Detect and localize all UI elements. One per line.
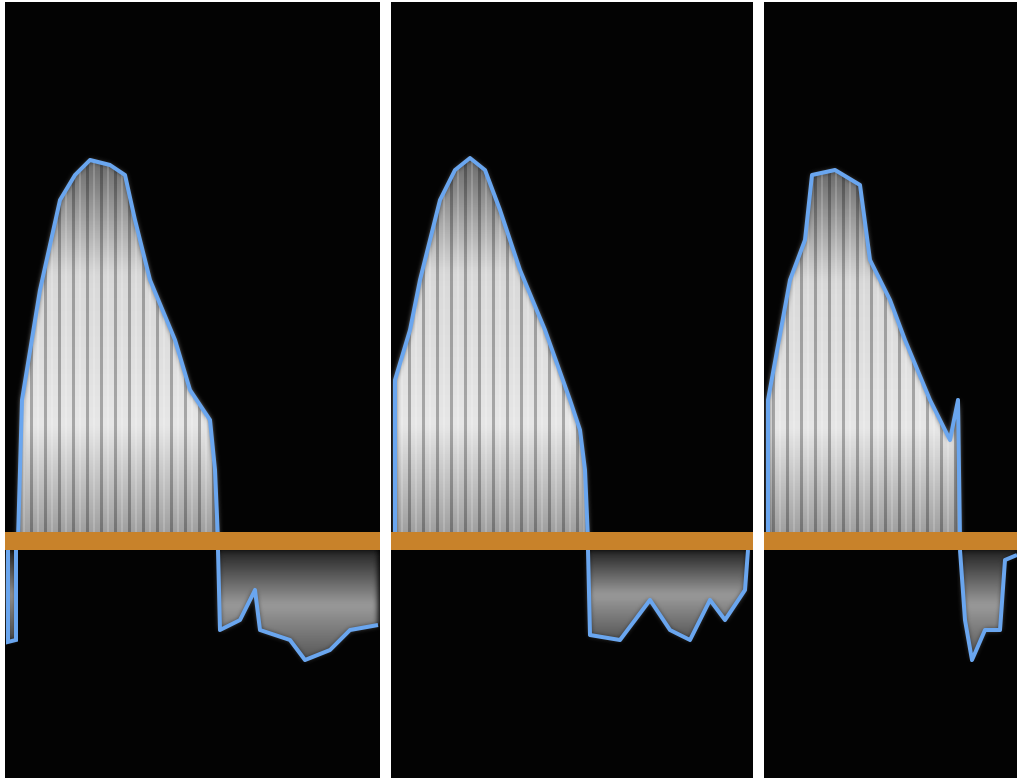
page <box>0 0 1017 778</box>
baseline <box>5 532 1017 550</box>
panel-separator <box>753 0 764 778</box>
doppler-image <box>0 0 1017 778</box>
panel-separator <box>380 0 391 778</box>
